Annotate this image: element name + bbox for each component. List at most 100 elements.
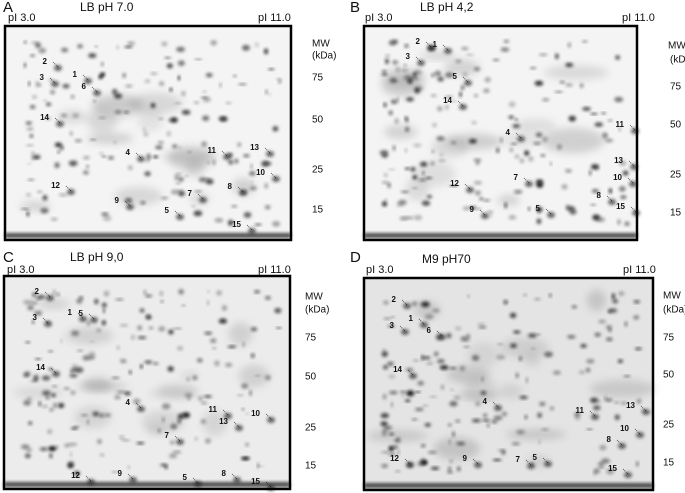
gel-dot [99, 413, 104, 418]
gel-dot [478, 325, 487, 329]
gel-dot [438, 334, 446, 340]
spot-label: 13 [626, 401, 635, 410]
gel-dot [137, 336, 147, 340]
gel-dot [104, 413, 111, 417]
gel-dot [101, 320, 106, 326]
gel-smear [590, 379, 656, 398]
gel-dot [396, 202, 404, 207]
gel-dot [144, 171, 151, 177]
gel-dot [578, 370, 585, 375]
gel-dot [70, 368, 79, 372]
gel-dot [633, 315, 640, 320]
gel-dot [166, 63, 173, 69]
gel-dot [624, 321, 628, 327]
spot-label: 4 [126, 148, 131, 157]
gel-smear [446, 366, 491, 384]
dye-front [4, 482, 290, 487]
gel-dot [514, 189, 523, 194]
gel-smear [433, 437, 481, 460]
gel-dot [540, 154, 545, 157]
gel-dot [633, 300, 640, 304]
gel-dot [588, 170, 592, 176]
gel-dot [446, 333, 452, 339]
gel-dot [237, 394, 244, 397]
gel-dot [430, 161, 435, 166]
gel-dot [228, 159, 234, 165]
gel-dot [56, 121, 64, 127]
gel-dot [459, 365, 466, 371]
gel-dot [172, 450, 182, 454]
gel-dot [177, 346, 184, 351]
gel-dot [381, 181, 389, 184]
gel-dot [241, 383, 249, 389]
gel-smear [86, 133, 134, 144]
spot-label: 15 [251, 477, 260, 486]
gel-dot [604, 396, 607, 401]
gel-dot [542, 136, 548, 143]
spot-label: 5 [165, 206, 170, 215]
gel-dot [237, 142, 242, 147]
gel-dot [612, 298, 619, 304]
gel-dot [586, 428, 593, 431]
gel-dot [462, 206, 470, 211]
gel-dot [153, 155, 159, 159]
gel-dot [71, 364, 78, 370]
gel-dot [200, 96, 208, 99]
gel-dot [614, 401, 619, 404]
gel-smear [497, 195, 520, 206]
gel-dot [143, 131, 149, 137]
gel-dot [102, 215, 112, 221]
gel-dot [264, 205, 271, 210]
gel-dot [94, 298, 99, 305]
gel-dot [40, 207, 49, 214]
gel-dot [635, 461, 639, 467]
spot-label: 2 [392, 295, 397, 304]
gel-dot [382, 201, 387, 207]
pi-left: pI 3.0 [8, 12, 36, 24]
gel-dot [27, 305, 34, 311]
gel-dot [590, 164, 599, 170]
gel-dot [50, 217, 58, 221]
panel-title: LB pH 7.0 [80, 0, 134, 14]
gel-dot [254, 42, 259, 47]
gel-dot [389, 390, 398, 395]
gel-dot [415, 391, 421, 393]
gel-dot [404, 148, 407, 153]
gel-dot [405, 127, 410, 132]
gel-dot [476, 208, 482, 210]
gel-dot [501, 449, 506, 455]
gel-dot [608, 119, 612, 122]
gel-dot [101, 302, 107, 308]
gel-dot [23, 400, 31, 406]
gel-dot [161, 41, 168, 47]
gel-dot [618, 443, 626, 449]
gel-dot [618, 291, 625, 296]
gel-dot [550, 406, 554, 411]
gel-dot [455, 419, 460, 423]
gel-dot [86, 165, 89, 169]
spot-label: 9 [118, 469, 123, 478]
gel-dot [84, 78, 92, 84]
gel-dot [420, 301, 430, 308]
gel-dot [412, 187, 418, 190]
gel-dot [391, 316, 395, 319]
gel-dot [404, 44, 409, 48]
gel-dot [429, 395, 438, 398]
gel-dot [98, 116, 106, 119]
gel-dot [474, 67, 481, 71]
gel-dot [158, 326, 166, 332]
gel-dot [388, 110, 393, 116]
gel-dot [426, 361, 434, 365]
gel-dot [157, 141, 164, 145]
gel-dot [394, 118, 399, 124]
gel-dot [39, 447, 48, 451]
mw-label: MW [305, 292, 323, 303]
gel-dot [264, 295, 271, 300]
gel-dot [194, 437, 198, 441]
gel-dot [158, 81, 165, 86]
gel-dot [164, 465, 168, 469]
gel-dot [176, 214, 184, 220]
gel-dot [250, 327, 258, 332]
gel-smear [541, 127, 605, 154]
